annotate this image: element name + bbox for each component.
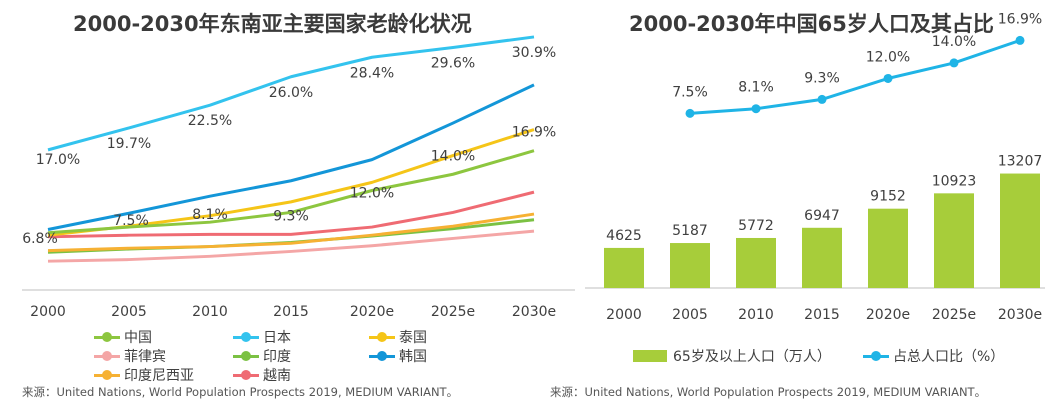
series-line-中国 bbox=[47, 149, 535, 235]
population-bar bbox=[604, 247, 644, 288]
x-tick-label: 2010 bbox=[738, 307, 774, 323]
japan-data-label: 28.4% bbox=[350, 65, 394, 81]
left-chart-title: 2000-2030年东南亚主要国家老龄化状况 bbox=[73, 12, 472, 36]
x-tick-label: 2025e bbox=[932, 307, 976, 323]
legend-swatch bbox=[233, 332, 259, 342]
legend-swatch bbox=[633, 350, 667, 362]
x-tick-label: 2005 bbox=[111, 304, 147, 320]
china-data-label: 9.3% bbox=[273, 208, 309, 224]
aging-line-chart: 2000 2005 2010 2015 2020e 2025e 2030e 17.0% 19.7… bbox=[22, 35, 575, 320]
x-tick-label: 2020e bbox=[866, 307, 910, 323]
x-tick-label: 2020e bbox=[350, 304, 394, 320]
x-tick-label: 2000 bbox=[30, 304, 66, 320]
x-tick-label: 2030e bbox=[512, 304, 556, 320]
share-point bbox=[817, 94, 827, 104]
china-data-label: 8.1% bbox=[192, 207, 228, 223]
population-bar bbox=[670, 243, 710, 288]
legend-label: 印度 bbox=[263, 349, 291, 365]
legend-swatch bbox=[233, 370, 259, 380]
right-source-note: 来源：United Nations, World Population Pros… bbox=[550, 385, 987, 399]
legend-item-japan: 日本 bbox=[233, 327, 291, 347]
bar-value-label: 10923 bbox=[932, 173, 977, 189]
legend-swatch bbox=[863, 351, 889, 361]
aging-line-chart-panel: 2000-2030年东南亚主要国家老龄化状况 2000 2005 2010 2015 2… bbox=[22, 12, 575, 399]
legend-label: 日本 bbox=[263, 330, 291, 346]
share-point bbox=[1015, 35, 1025, 45]
population-bar bbox=[934, 193, 974, 288]
x-tick-label: 2000 bbox=[606, 307, 642, 323]
right-chart-title: 2000-2030年中国65岁人口及其占比 bbox=[629, 12, 994, 36]
japan-data-label: 22.5% bbox=[188, 113, 232, 129]
legend-item-share-line: 占总人口比（%） bbox=[863, 346, 1004, 366]
x-tick-label: 2025e bbox=[431, 304, 475, 320]
series-line-菲律宾 bbox=[47, 229, 535, 263]
legend-label: 韩国 bbox=[399, 349, 427, 365]
share-line bbox=[689, 38, 1021, 115]
china-65-combo-chart-panel: 2000-2030年中国65岁人口及其占比 4625 5187 5772 6947 91… bbox=[550, 0, 1064, 406]
left-source-note: 来源：United Nations, World Population Pros… bbox=[22, 385, 459, 399]
legend-item-indonesia: 印度尼西亚 bbox=[94, 365, 194, 385]
series-line-印度尼西亚 bbox=[47, 212, 535, 253]
japan-data-label: 19.7% bbox=[107, 136, 151, 152]
china-data-label: 6.8% bbox=[22, 231, 58, 247]
legend-item-china: 中国 bbox=[94, 327, 152, 347]
x-tick-label: 2010 bbox=[192, 304, 228, 320]
china-data-label: 16.9% bbox=[512, 125, 556, 141]
china-65-combo-chart: 4625 5187 5772 6947 9152 10923 13207 2000 2005 20… bbox=[585, 11, 1045, 323]
legend-label: 65岁及以上人口（万人） bbox=[673, 349, 831, 365]
x-tick-label: 2005 bbox=[672, 307, 708, 323]
bar-value-label: 9152 bbox=[870, 189, 906, 205]
bar-value-label: 5772 bbox=[738, 218, 774, 234]
share-point bbox=[685, 108, 695, 118]
series-line-日本 bbox=[47, 35, 535, 152]
legend-item-thailand: 泰国 bbox=[369, 327, 427, 347]
bar-value-label: 6947 bbox=[804, 208, 840, 224]
japan-data-label: 29.6% bbox=[431, 56, 475, 72]
legend-item-philippines: 菲律宾 bbox=[94, 346, 166, 366]
share-value-label: 16.9% bbox=[998, 11, 1042, 27]
share-point bbox=[883, 73, 893, 83]
population-bar bbox=[802, 227, 842, 288]
legend-label: 中国 bbox=[124, 330, 152, 346]
bar-value-label: 5187 bbox=[672, 223, 708, 239]
legend-item-population-bar: 65岁及以上人口（万人） bbox=[633, 346, 831, 366]
legend-label: 泰国 bbox=[399, 330, 427, 346]
bar-value-label: 4625 bbox=[606, 228, 642, 244]
legend-swatch bbox=[94, 370, 120, 380]
x-tick-label: 2015 bbox=[273, 304, 309, 320]
legend-swatch bbox=[94, 332, 120, 342]
share-point bbox=[949, 58, 959, 68]
share-value-label: 7.5% bbox=[672, 84, 708, 100]
legend-swatch bbox=[369, 332, 395, 342]
legend-swatch bbox=[233, 351, 259, 361]
legend-swatch bbox=[94, 351, 120, 361]
population-bar bbox=[736, 237, 776, 288]
china-data-label: 14.0% bbox=[431, 148, 475, 164]
japan-data-label: 26.0% bbox=[269, 85, 313, 101]
legend-item-vietnam: 越南 bbox=[233, 365, 291, 385]
series-line-韩国 bbox=[47, 83, 535, 231]
share-value-label: 9.3% bbox=[804, 70, 840, 86]
share-value-label: 14.0% bbox=[932, 34, 976, 50]
legend-item-korea: 韩国 bbox=[369, 346, 427, 366]
series-line-越南 bbox=[47, 190, 535, 239]
bar-value-label: 13207 bbox=[998, 154, 1043, 170]
china-data-label: 12.0% bbox=[350, 186, 394, 202]
share-value-label: 12.0% bbox=[866, 49, 910, 65]
china-data-label: 7.5% bbox=[113, 213, 149, 229]
legend-swatch bbox=[369, 351, 395, 361]
share-point bbox=[751, 104, 761, 114]
x-tick-label: 2030e bbox=[998, 307, 1042, 323]
legend-item-india: 印度 bbox=[233, 346, 291, 366]
x-tick-label: 2015 bbox=[804, 307, 840, 323]
legend-label: 越南 bbox=[263, 368, 291, 384]
japan-data-label: 17.0% bbox=[36, 152, 80, 168]
legend-label: 占总人口比（%） bbox=[893, 349, 1005, 365]
share-value-label: 8.1% bbox=[738, 80, 774, 96]
japan-data-label: 30.9% bbox=[512, 45, 556, 61]
legend-label: 印度尼西亚 bbox=[124, 368, 194, 384]
legend-label: 菲律宾 bbox=[124, 349, 166, 365]
population-bar bbox=[868, 208, 908, 288]
population-bar bbox=[1000, 173, 1040, 288]
